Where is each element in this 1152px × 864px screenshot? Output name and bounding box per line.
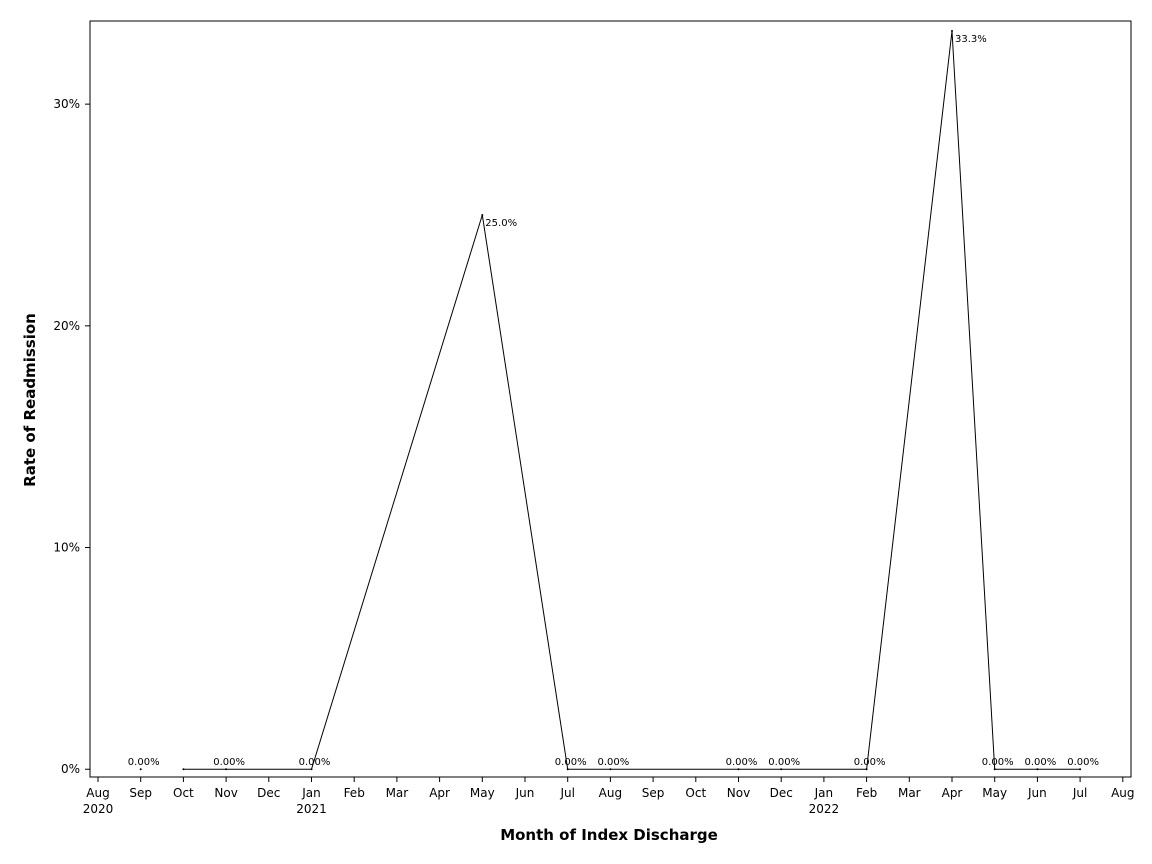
x-tick-label: Jul	[1072, 786, 1087, 800]
x-tick-year-label: 2022	[809, 802, 840, 816]
data-label: 0.00%	[555, 757, 587, 768]
data-label: 0.00%	[213, 757, 245, 768]
data-label: 0.00%	[1025, 757, 1057, 768]
x-tick-label: Jun	[515, 786, 535, 800]
data-point	[310, 768, 313, 771]
x-tick-year-label: 2021	[296, 802, 327, 816]
x-tick-label: Jul	[559, 786, 574, 800]
x-tick-label: Sep	[129, 786, 152, 800]
x-tick-label: Aug	[599, 786, 622, 800]
x-tick-year-label: 2020	[83, 802, 114, 816]
x-axis: Aug 2020 Sep Oct Nov Dec Jan 2021 Feb Mar Apr May Ju…	[83, 777, 1135, 816]
data-point	[481, 213, 484, 216]
x-tick-label: Mar	[386, 786, 409, 800]
data-point	[993, 768, 996, 771]
x-tick-label: May	[470, 786, 495, 800]
x-tick-label: Nov	[214, 786, 237, 800]
data-point	[566, 768, 569, 771]
data-label: 25.0%	[485, 218, 517, 229]
data-point	[225, 768, 228, 771]
x-axis-title: Month of Index Discharge	[500, 826, 718, 844]
x-tick-label: Feb	[856, 786, 877, 800]
x-tick-label: Sep	[642, 786, 665, 800]
data-label: 0.00%	[1067, 757, 1099, 768]
y-axis: 0% 10% 20% 30%	[53, 97, 90, 776]
data-point	[865, 768, 868, 771]
data-point	[737, 768, 740, 771]
data-point	[951, 29, 953, 32]
data-point	[780, 768, 783, 771]
x-tick-label: Jan	[814, 786, 834, 800]
data-point	[1079, 768, 1082, 771]
x-tick-label: Jan	[301, 786, 321, 800]
data-labels: 0.00% 0.00% 25.0% 0.00% 0.00% 0.00% 0.00% 0.00%…	[128, 34, 1099, 768]
x-tick-label: May	[982, 786, 1007, 800]
y-tick-label: 10%	[53, 541, 80, 555]
data-point	[139, 768, 142, 771]
series-layer	[139, 29, 1082, 771]
data-label: 0.00%	[854, 757, 886, 768]
y-axis-title: Rate of Readmission	[21, 313, 39, 487]
y-tick-label: 30%	[53, 97, 80, 111]
data-label: 0.00%	[768, 757, 800, 768]
x-tick-label: Feb	[344, 786, 365, 800]
x-tick-label: Mar	[898, 786, 921, 800]
x-tick-label: Jun	[1027, 786, 1047, 800]
y-tick-label: 0%	[61, 762, 80, 776]
x-tick-label: Apr	[942, 786, 963, 800]
x-tick-label: Oct	[173, 786, 194, 800]
data-label: 0.00%	[299, 757, 331, 768]
series-line	[183, 30, 1081, 770]
data-label: 0.00%	[726, 757, 758, 768]
x-tick-label: Dec	[770, 786, 793, 800]
data-point	[1036, 768, 1039, 771]
data-label: 0.00%	[598, 757, 630, 768]
x-tick-label: Oct	[685, 786, 706, 800]
data-label: 33.3%	[955, 34, 987, 45]
x-tick-label: Aug	[1111, 786, 1134, 800]
data-point	[609, 768, 612, 771]
data-label: 0.00%	[128, 757, 160, 768]
x-tick-label: Dec	[257, 786, 280, 800]
y-tick-label: 20%	[53, 319, 80, 333]
data-label: 0.00%	[982, 757, 1014, 768]
plot-frame	[89, 20, 1132, 778]
x-tick-label: Apr	[429, 786, 450, 800]
x-tick-label: Nov	[727, 786, 750, 800]
x-tick-label: Aug	[86, 786, 109, 800]
data-point	[182, 768, 185, 771]
